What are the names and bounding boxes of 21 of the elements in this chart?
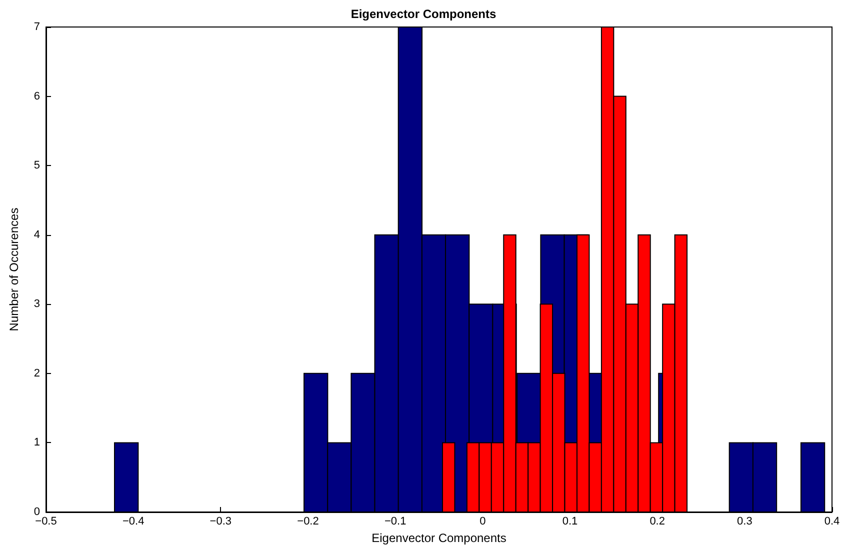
y-axis-title: Number of Occurences — [7, 208, 21, 332]
x-axis-title: Eigenvector Components — [372, 531, 506, 545]
y-tick-label: 6 — [34, 90, 40, 102]
y-tick-label: 0 — [34, 506, 40, 518]
chart-title: Eigenvector Components — [350, 7, 496, 21]
y-tick-label: 5 — [34, 160, 40, 172]
y-tick-label: 7 — [34, 21, 40, 33]
y-tick-label: 3 — [34, 298, 40, 310]
x-tick-label: −0.2 — [297, 516, 319, 528]
y-tick-label: 1 — [34, 436, 40, 449]
x-tick-label: −0.5 — [35, 516, 57, 528]
x-tick-label: 0.4 — [824, 516, 840, 528]
x-tick-label: 0.2 — [650, 516, 665, 528]
x-tick-label: −0.4 — [122, 516, 144, 528]
x-tick-label: 0.3 — [737, 516, 752, 528]
x-tick-label: 0 — [480, 516, 486, 528]
x-tick-label: 0.1 — [562, 516, 578, 528]
x-tick-label: −0.3 — [210, 516, 232, 528]
y-tick-label: 4 — [34, 228, 40, 241]
y-tick-label: 2 — [34, 367, 40, 380]
x-tick-label: −0.1 — [384, 516, 406, 528]
